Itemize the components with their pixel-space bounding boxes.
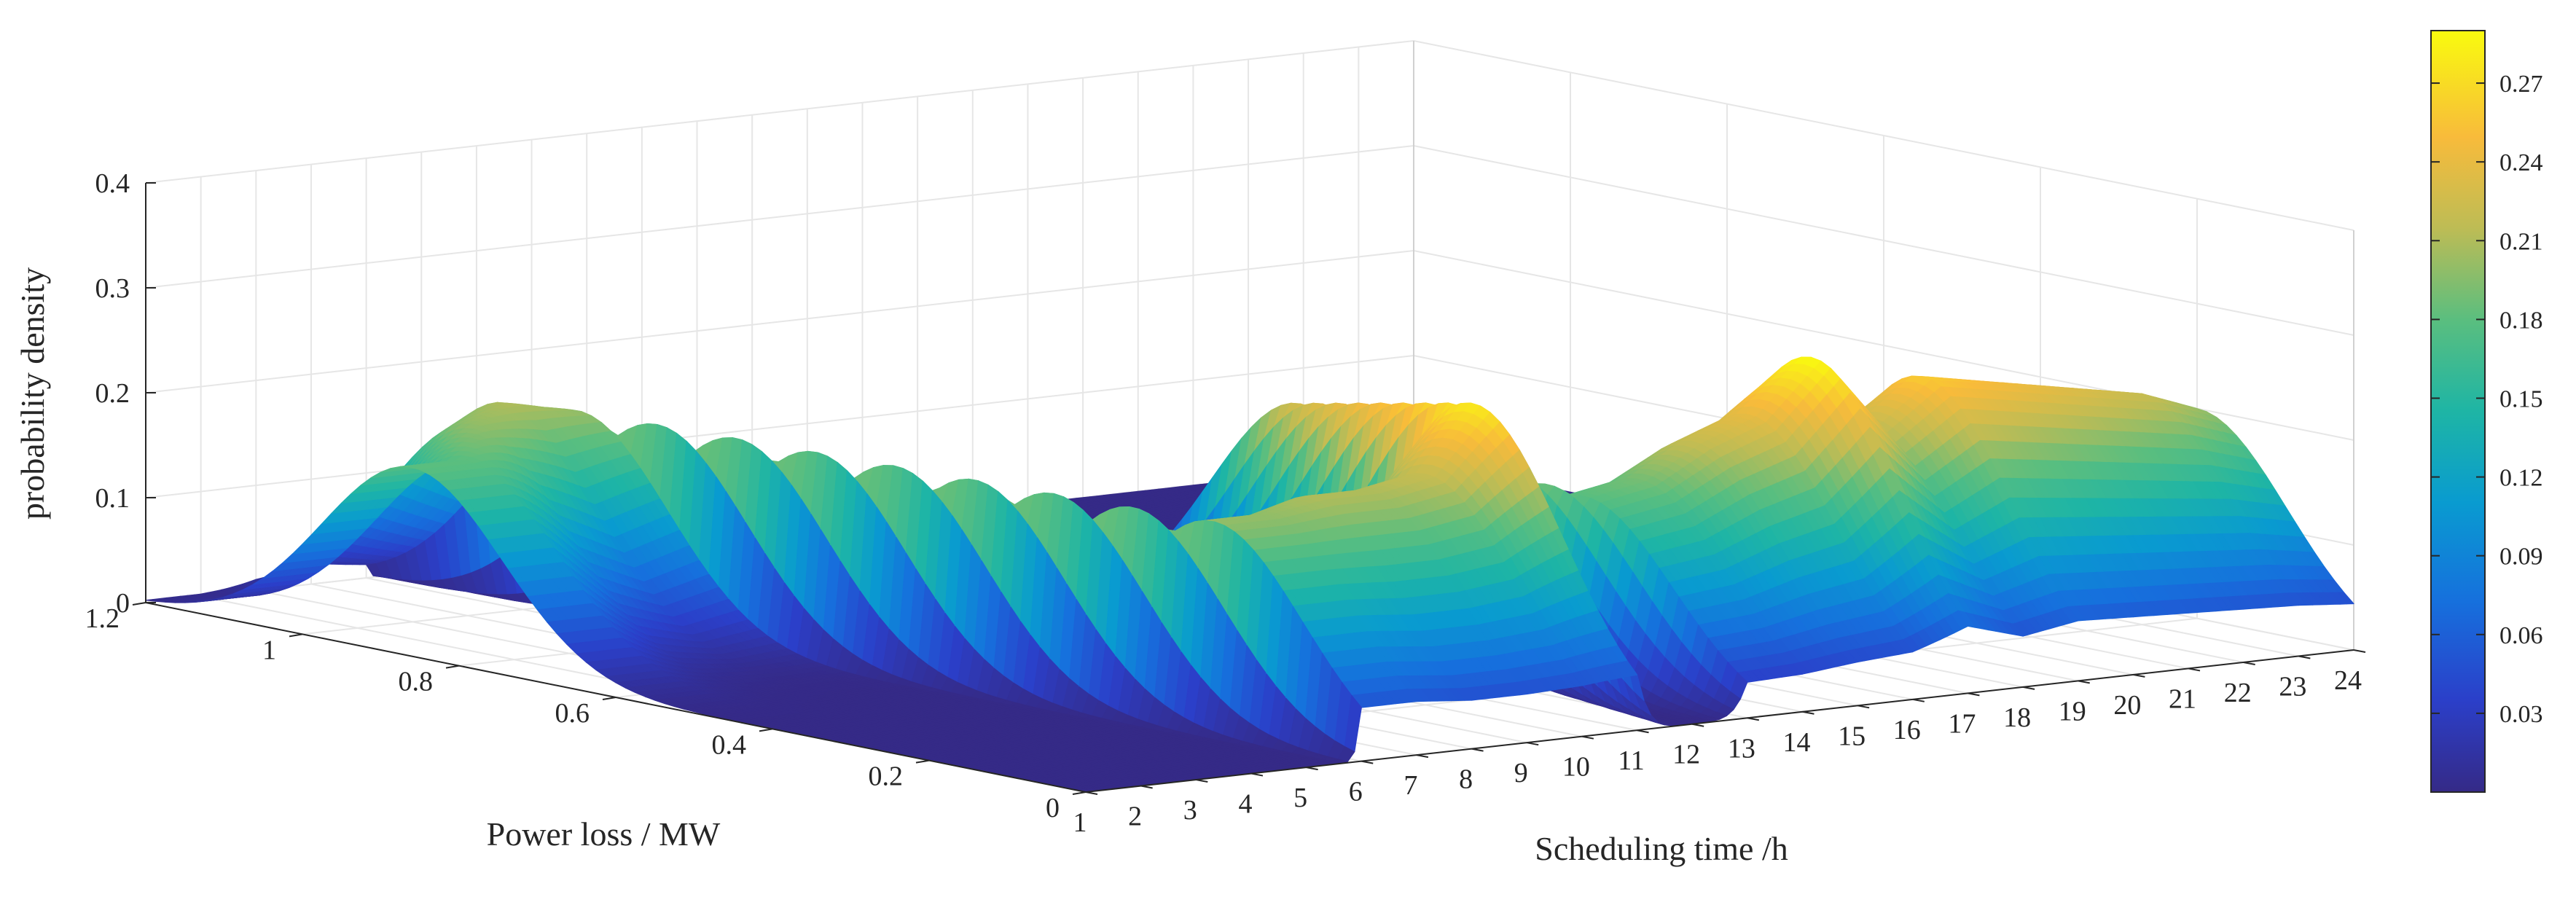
- grid-line: [145, 145, 1414, 289]
- grid-line: [1413, 145, 2354, 336]
- grid-line: [1413, 40, 2354, 231]
- surface-plot: [145, 356, 2354, 793]
- grid-line: [145, 250, 1414, 393]
- grid-line: [145, 40, 1414, 184]
- grid-line: [145, 355, 1414, 498]
